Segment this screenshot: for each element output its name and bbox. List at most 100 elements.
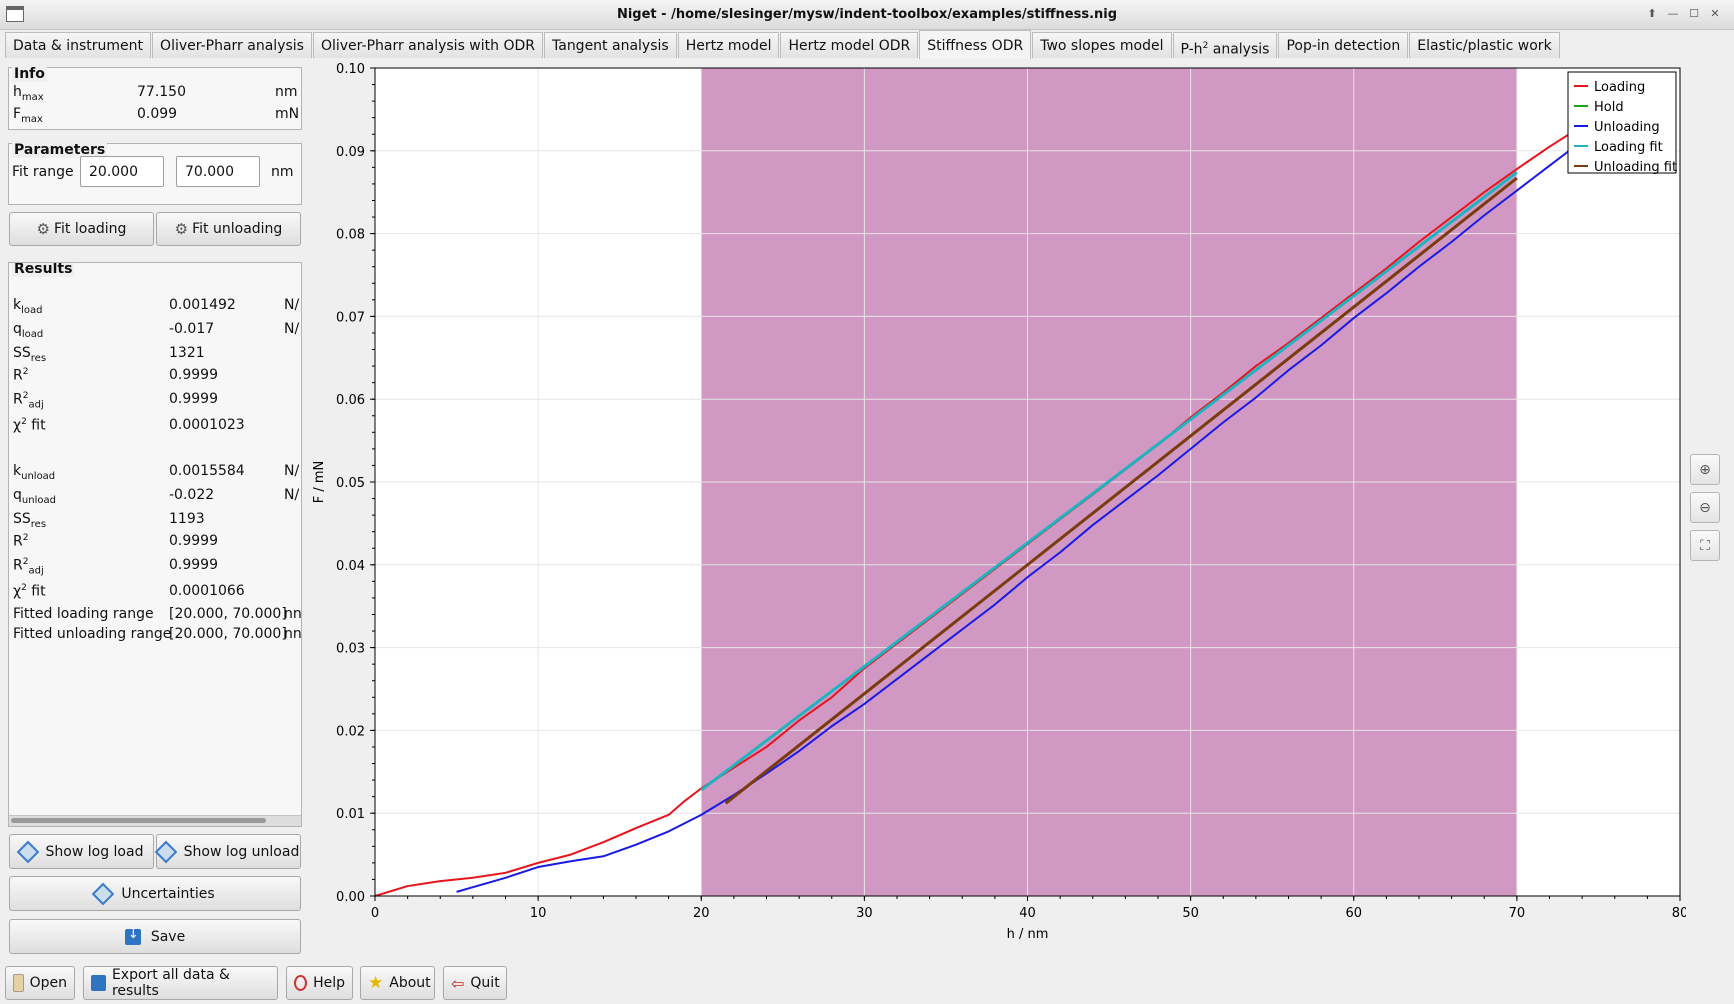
tab-oliver-pharr-odr[interactable]: Oliver-Pharr analysis with ODR	[312, 32, 543, 58]
tab-elastic-plastic[interactable]: Elastic/plastic work	[1409, 32, 1560, 58]
show-log-load-button[interactable]: Show log load	[9, 834, 154, 869]
quit-label: Quit	[470, 975, 500, 991]
window-keep-above-icon[interactable]: ⬆	[1647, 7, 1657, 20]
y-axis-label: F / mN	[312, 461, 327, 504]
load-result-value: -0.017	[169, 321, 215, 337]
help-button[interactable]: Help	[286, 966, 353, 1000]
legend-entry: Hold	[1594, 100, 1624, 115]
load-result-value: 0.0001023	[169, 417, 245, 433]
load-result-value: 1321	[169, 345, 205, 361]
y-tick-label: 0.05	[336, 476, 365, 491]
info-group: Info hmax 77.150 nm Fmax 0.099 mN	[8, 66, 302, 130]
fit-unloading-button[interactable]: ⚙ Fit unloading	[156, 212, 301, 246]
tab-p-h2-label: P-h	[1180, 41, 1203, 58]
save-button[interactable]: Save	[9, 919, 301, 954]
y-tick-label: 0.01	[336, 807, 365, 822]
window-title-bar: Niget - /home/slesinger/mysw/indent-tool…	[0, 0, 1734, 30]
y-tick-label: 0.09	[336, 145, 365, 160]
unload-result-label: χ2 fit	[13, 583, 46, 600]
fmax-value: 0.099	[137, 106, 178, 122]
zoom-in-icon[interactable]: ⊕	[1690, 454, 1720, 485]
fit-range-to-input[interactable]: 70.000	[176, 156, 260, 187]
legend-entry: Loading	[1594, 80, 1645, 95]
quit-button[interactable]: ⇦ Quit	[443, 966, 507, 1000]
about-button[interactable]: ★ About	[360, 966, 435, 1000]
export-button[interactable]: Export all data & results	[83, 966, 278, 1000]
legend-entry: Unloading	[1594, 120, 1660, 135]
fit-loading-button[interactable]: ⚙ Fit loading	[9, 212, 154, 246]
load-result-unit: N/	[284, 321, 300, 337]
tab-hertz-model[interactable]: Hertz model	[677, 32, 780, 58]
y-tick-label: 0.00	[336, 890, 365, 905]
fit-range-label: Fit range	[12, 164, 74, 180]
window-icon[interactable]	[6, 6, 24, 22]
diamond-icon	[16, 840, 39, 863]
unload-result-unit: N/	[284, 463, 300, 479]
range-label: Fitted loading range	[13, 606, 154, 622]
save-icon	[124, 927, 141, 945]
window-maximize-icon[interactable]: ☐	[1689, 7, 1699, 20]
unload-result-label: SSres	[13, 511, 47, 530]
legend-entry: Unloading fit	[1594, 160, 1677, 175]
legend-box	[1567, 71, 1677, 174]
load-result-value: 0.001492	[169, 297, 236, 313]
uncertainties-button[interactable]: Uncertainties	[9, 876, 301, 911]
fmax-unit: mN	[275, 106, 300, 122]
open-label: Open	[29, 975, 67, 991]
load-result-label: SSres	[13, 345, 47, 364]
stiffness-plot[interactable]: 0 10 20 30 40 50 60 70 80 0.00 0.01 0.02 0.03 0.04 0.0…	[304, 60, 1688, 958]
y-tick-label: 0.04	[336, 559, 365, 574]
x-tick-label: 10	[530, 906, 547, 921]
load-result-label: R2adj	[13, 391, 44, 411]
x-tick-label: 60	[1345, 906, 1362, 921]
series-unloading	[456, 140, 1583, 893]
results-group: Results kload 0.001492 N/qload -0.017 N/SSre…	[8, 262, 302, 827]
tab-stiffness-odr[interactable]: Stiffness ODR	[919, 30, 1032, 59]
tab-hertz-model-odr[interactable]: Hertz model ODR	[780, 32, 919, 58]
window-close-icon[interactable]: ✕	[1710, 7, 1720, 20]
tab-bar: Data & instrument Oliver-Pharr analysis …	[5, 30, 1561, 59]
show-log-unload-button[interactable]: Show log unload	[154, 834, 301, 869]
gears-icon: ⚙	[36, 220, 50, 238]
uncertainties-label: Uncertainties	[121, 885, 215, 902]
gears-icon: ⚙	[174, 220, 189, 238]
tab-two-slopes[interactable]: Two slopes model	[1032, 32, 1172, 58]
scrollbar-thumb[interactable]	[11, 818, 266, 823]
unload-result-value: 0.0001066	[169, 583, 245, 599]
fit-range-from-input[interactable]: 20.000	[80, 156, 164, 187]
load-result-value: 0.9999	[169, 367, 218, 383]
show-log-unload-label: Show log unload	[183, 843, 300, 860]
tab-p-h2-sup: 2	[1202, 41, 1209, 51]
tab-p-h2-analysis[interactable]: P-h2 analysis	[1172, 32, 1278, 58]
y-tick-label: 0.08	[336, 228, 365, 243]
tab-oliver-pharr[interactable]: Oliver-Pharr analysis	[152, 32, 312, 58]
results-title: Results	[12, 262, 75, 277]
unload-result-value: 0.9999	[169, 533, 218, 549]
window-minimize-icon[interactable]: —	[1667, 7, 1679, 20]
x-tick-label: 70	[1509, 906, 1526, 921]
unload-result-value: 0.0015584	[169, 463, 245, 479]
plot-canvas[interactable]: 0 10 20 30 40 50 60 70 80 0.00 0.01 0.02 0.03 0.04 0.0…	[304, 60, 1688, 958]
unload-result-label: kunload	[13, 463, 56, 482]
results-horizontal-scrollbar[interactable]	[9, 815, 301, 826]
fit-range-unit: nm	[271, 164, 294, 180]
diamond-icon	[154, 840, 177, 863]
range-value: [20.000, 70.000]	[169, 606, 287, 622]
legend-entry: Loading fit	[1594, 140, 1663, 155]
tab-data-instrument[interactable]: Data & instrument	[5, 32, 152, 58]
show-log-load-label: Show log load	[45, 843, 144, 860]
quit-icon: ⇦	[451, 973, 465, 993]
tab-pop-in[interactable]: Pop-in detection	[1278, 32, 1409, 58]
zoom-fit-icon[interactable]: ⛶	[1690, 530, 1720, 561]
x-tick-label: 20	[693, 906, 710, 921]
open-button[interactable]: Open	[5, 966, 75, 1000]
help-label: Help	[313, 975, 345, 991]
help-icon	[294, 975, 308, 991]
parameters-title: Parameters	[12, 142, 108, 158]
range-value: [20.000, 70.000]	[169, 626, 287, 642]
tab-tangent-analysis[interactable]: Tangent analysis	[544, 32, 677, 58]
about-label: About	[389, 975, 431, 991]
zoom-out-icon[interactable]: ⊖	[1690, 492, 1720, 523]
window-title: Niget - /home/slesinger/mysw/indent-tool…	[616, 7, 1118, 22]
fit-loading-label: Fit loading	[54, 221, 127, 237]
